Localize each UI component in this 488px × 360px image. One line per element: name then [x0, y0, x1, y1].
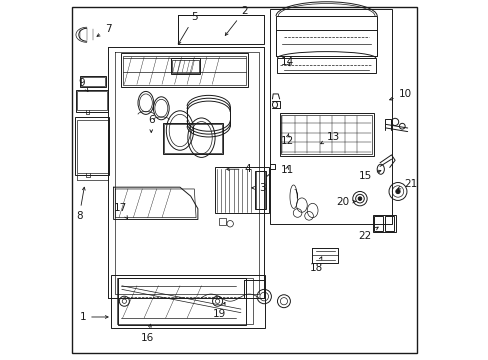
Bar	[219, 219, 225, 225]
Text: 11: 11	[280, 165, 293, 175]
Bar	[122, 55, 246, 85]
Bar	[77, 91, 106, 111]
Bar	[172, 59, 198, 73]
Text: 16: 16	[141, 324, 154, 343]
Text: 21: 21	[397, 179, 416, 189]
Bar	[81, 77, 105, 86]
Bar	[121, 53, 247, 87]
Bar	[76, 90, 108, 112]
Bar	[118, 278, 245, 325]
Text: 3: 3	[251, 183, 265, 193]
Bar	[276, 16, 376, 56]
Bar	[80, 76, 106, 87]
Bar	[215, 167, 268, 213]
Bar	[75, 117, 109, 175]
Text: 4: 4	[226, 164, 251, 174]
Bar	[384, 216, 393, 230]
Ellipse shape	[357, 197, 361, 201]
Text: 9: 9	[79, 78, 88, 91]
Text: 14: 14	[280, 57, 293, 67]
Bar	[77, 120, 107, 173]
Text: 8: 8	[76, 187, 85, 221]
Bar	[255, 171, 265, 210]
Bar	[111, 275, 265, 328]
Bar	[178, 15, 264, 44]
Text: 17: 17	[114, 203, 127, 219]
Bar	[164, 124, 221, 153]
Bar	[163, 123, 223, 154]
Bar	[372, 215, 395, 232]
Text: 18: 18	[309, 257, 322, 273]
Bar	[269, 9, 391, 224]
Bar	[373, 216, 383, 230]
Text: 7: 7	[97, 24, 111, 36]
Text: 22: 22	[358, 227, 377, 240]
Text: 5: 5	[178, 12, 197, 44]
Bar	[277, 58, 375, 73]
Bar	[117, 278, 253, 324]
Bar	[171, 58, 199, 74]
Text: 15: 15	[358, 170, 380, 181]
Text: 20: 20	[336, 197, 355, 207]
Text: 6: 6	[148, 116, 154, 132]
Bar	[279, 113, 373, 156]
Ellipse shape	[395, 189, 399, 194]
Text: 1: 1	[80, 312, 108, 322]
Text: 12: 12	[280, 134, 293, 146]
Text: 19: 19	[212, 302, 225, 319]
Text: 13: 13	[320, 132, 340, 144]
Text: 2: 2	[225, 6, 247, 35]
Text: 10: 10	[389, 89, 411, 100]
Bar	[281, 115, 371, 154]
Bar	[255, 171, 265, 209]
